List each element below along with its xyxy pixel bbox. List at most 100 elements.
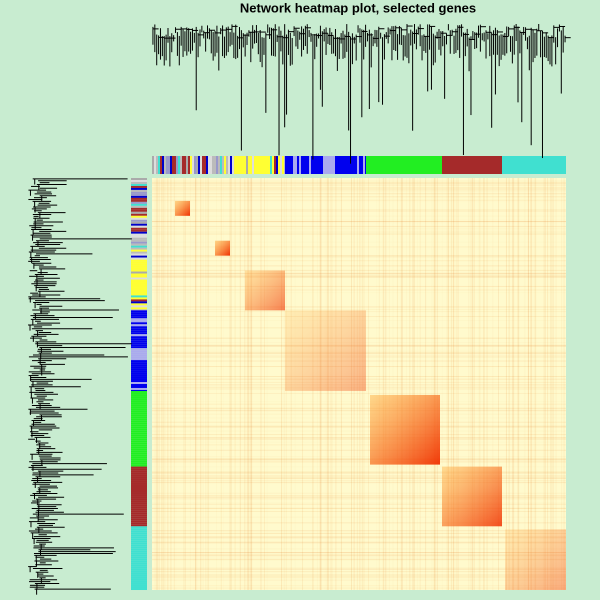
heatmap-stripe bbox=[152, 579, 566, 581]
heatmap-stripe bbox=[205, 178, 207, 590]
module-color-left bbox=[131, 458, 147, 461]
module-color-left bbox=[131, 462, 147, 465]
module-color-left bbox=[131, 191, 147, 194]
module-color-left bbox=[131, 542, 147, 545]
module-color-top bbox=[216, 156, 218, 174]
module-color-left bbox=[131, 356, 147, 359]
module-block bbox=[245, 270, 285, 311]
module-color-left bbox=[131, 318, 147, 321]
module-color-left bbox=[131, 366, 147, 369]
module-color-top bbox=[554, 156, 556, 174]
module-color-top bbox=[552, 156, 554, 174]
module-color-top bbox=[345, 156, 347, 174]
module-color-top bbox=[376, 156, 378, 174]
module-color-top bbox=[200, 156, 202, 174]
module-color-left bbox=[131, 408, 147, 411]
heatmap-stripe bbox=[152, 392, 566, 394]
module-color-top bbox=[315, 156, 317, 174]
heatmap-stripe bbox=[152, 410, 566, 412]
module-color-left bbox=[131, 532, 147, 535]
module-color-left bbox=[131, 301, 147, 304]
module-color-left bbox=[131, 187, 147, 190]
heatmap-stripe bbox=[384, 178, 385, 590]
heatmap-stripe bbox=[152, 220, 566, 222]
heatmap-stripe bbox=[152, 273, 566, 275]
heatmap-stripe bbox=[160, 178, 162, 590]
module-color-left bbox=[131, 534, 147, 537]
heatmap-stripe bbox=[216, 178, 217, 590]
module-color-top bbox=[468, 156, 470, 174]
module-color-left bbox=[131, 578, 147, 581]
heatmap-stripe bbox=[412, 178, 414, 590]
module-color-top bbox=[398, 156, 400, 174]
module-color-left bbox=[131, 334, 147, 337]
heatmap-stripe bbox=[246, 178, 247, 590]
module-color-left bbox=[131, 183, 147, 186]
heatmap-stripe bbox=[152, 403, 566, 405]
module-color-top bbox=[313, 156, 315, 174]
module-color-top bbox=[502, 156, 504, 174]
module-color-top bbox=[462, 156, 464, 174]
heatmap-stripe bbox=[453, 178, 455, 590]
module-color-left bbox=[131, 249, 147, 252]
module-color-left bbox=[131, 285, 147, 288]
module-color-left bbox=[131, 368, 147, 371]
chart-title: Network heatmap plot, selected genes bbox=[240, 0, 476, 15]
heatmap-stripe bbox=[413, 178, 415, 590]
module-color-left bbox=[131, 478, 147, 481]
heatmap-stripe bbox=[152, 223, 566, 224]
module-color-top bbox=[349, 156, 351, 174]
module-color-left bbox=[131, 332, 147, 335]
module-color-left bbox=[131, 512, 147, 515]
module-color-left bbox=[131, 305, 147, 308]
module-color-top bbox=[534, 156, 536, 174]
heatmap-stripe bbox=[283, 178, 285, 590]
module-color-top bbox=[486, 156, 488, 174]
module-color-top bbox=[323, 156, 325, 174]
heatmap-stripe bbox=[152, 530, 566, 532]
heatmap-stripe bbox=[152, 492, 566, 494]
heatmap-stripe bbox=[152, 269, 566, 271]
heatmap-stripe bbox=[553, 178, 555, 590]
heatmap-stripe bbox=[152, 444, 566, 446]
module-color-top bbox=[538, 156, 540, 174]
module-color-left bbox=[131, 470, 147, 473]
module-color-top bbox=[470, 156, 472, 174]
module-color-top bbox=[301, 156, 303, 174]
module-color-top bbox=[226, 156, 228, 174]
heatmap-stripe bbox=[152, 536, 566, 538]
heatmap-stripe bbox=[152, 568, 566, 569]
module-color-top bbox=[256, 156, 258, 174]
module-color-top bbox=[337, 156, 339, 174]
module-color-left bbox=[131, 241, 147, 244]
heatmap-stripe bbox=[550, 178, 552, 590]
module-block bbox=[285, 310, 366, 391]
module-color-top bbox=[382, 156, 384, 174]
module-color-left bbox=[131, 237, 147, 240]
heatmap-stripe bbox=[152, 522, 566, 524]
module-color-left bbox=[131, 538, 147, 541]
module-color-top bbox=[464, 156, 466, 174]
module-color-top bbox=[182, 156, 184, 174]
module-color-left bbox=[131, 178, 147, 180]
module-color-left bbox=[131, 338, 147, 341]
module-color-top bbox=[394, 156, 396, 174]
heatmap-stripe bbox=[152, 233, 566, 235]
module-color-top bbox=[305, 156, 307, 174]
heatmap-stripe bbox=[152, 477, 566, 479]
module-color-top bbox=[162, 156, 164, 174]
heatmap-stripe bbox=[483, 178, 485, 590]
module-color-left bbox=[131, 195, 147, 198]
module-color-left bbox=[131, 348, 147, 351]
heatmap-stripe bbox=[152, 461, 566, 463]
module-color-left bbox=[131, 554, 147, 557]
heatmap-stripe bbox=[158, 178, 160, 590]
heatmap-stripe bbox=[152, 542, 566, 544]
module-color-top bbox=[420, 156, 422, 174]
module-color-top bbox=[327, 156, 329, 174]
module-color-top bbox=[492, 156, 494, 174]
module-color-left bbox=[131, 179, 147, 182]
heatmap-stripe bbox=[152, 421, 566, 423]
